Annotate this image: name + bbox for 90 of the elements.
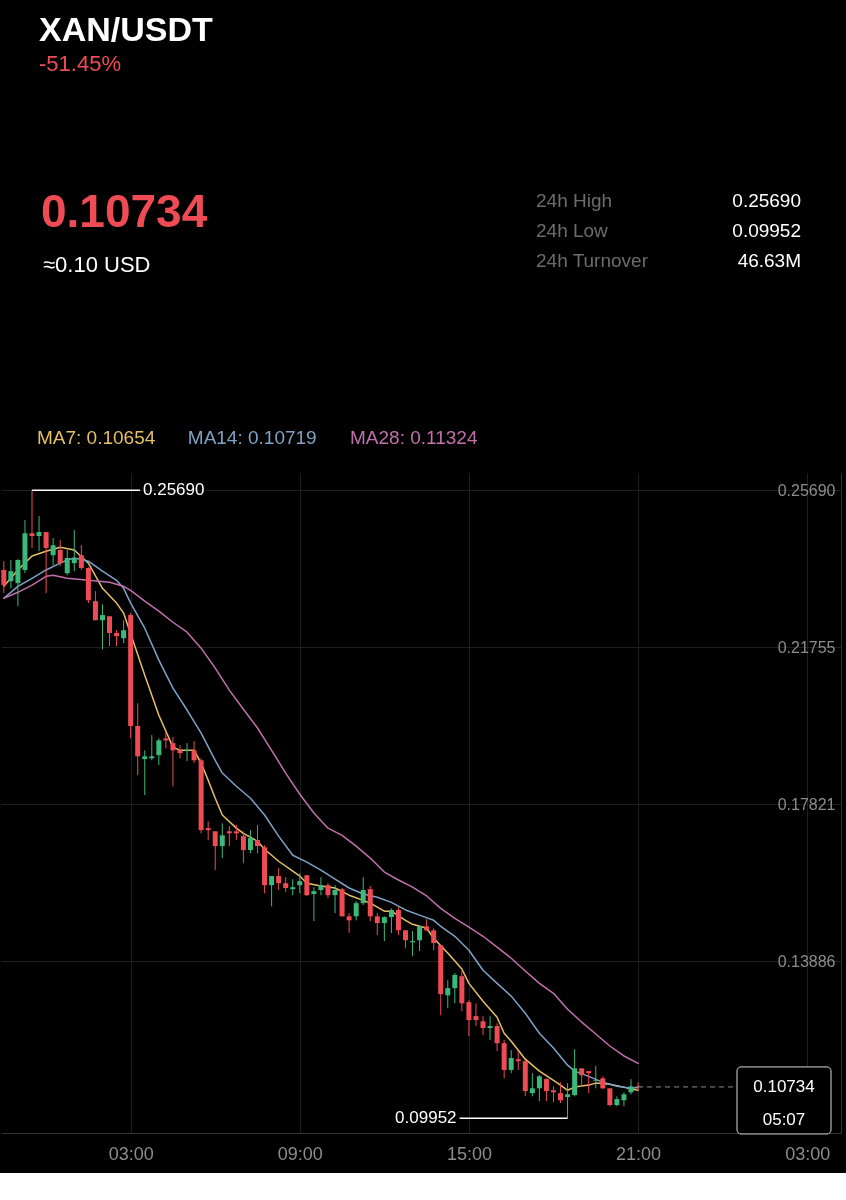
candlestick [170,736,176,787]
candlestick [515,1050,521,1071]
candlestick [149,734,155,761]
candlestick [318,876,324,896]
x-tick-label: 21:00 [616,1143,662,1164]
y-tick-label: 0.13886 [777,952,836,970]
candlestick [431,927,437,951]
x-tick-label: 15:00 [446,1143,492,1164]
y-tick-label: 0.25690 [777,481,836,499]
candlestick [529,1072,535,1097]
text: 0.10734 [41,185,208,237]
candlestick [219,822,225,859]
ref-line-label: 0.10734 [753,1076,815,1096]
candlestick [536,1074,542,1102]
candlestick [480,1015,486,1036]
candlestick [184,742,190,762]
candlestick [346,912,352,934]
candlestick [586,1070,592,1094]
candlestick [487,1015,493,1041]
candlestick [593,1065,599,1089]
text: 0.09952 [732,220,801,241]
x-tick-label: 09:00 [277,1143,323,1164]
candlestick [508,1049,514,1074]
text: ≈0.10 USD [43,252,151,277]
annotation: 0.25690 [143,480,205,500]
text: MA7: 0.10654 [37,427,156,448]
candlestick [142,749,148,796]
candlestick [92,590,98,621]
candlestick [107,615,113,647]
text: MA14: 0.10719 [187,427,317,448]
candlestick [99,603,105,650]
candlestick [445,979,451,1009]
candlestick [1,560,7,594]
candlestick [121,619,127,644]
candlestick [43,531,49,594]
candlestick [29,489,35,549]
candlestick [36,515,42,552]
candlestick [543,1077,549,1102]
candlestick [452,972,458,1004]
candlestick [311,886,317,922]
candlestick [565,1082,571,1119]
text: 24h Low [536,220,609,241]
text: 24h High [536,190,613,211]
candlestick [71,529,77,572]
candlestick [304,874,310,897]
candlestick [163,731,169,749]
annotation: 0.09952 [395,1108,457,1128]
candlestick [8,559,14,589]
text: 46.63M [737,250,801,271]
candlestick [255,824,261,854]
annotation: 05:07 [762,1109,806,1129]
candlestick [64,549,70,576]
chart-subtitle: -51.45% [39,51,121,76]
candlestick [212,830,218,871]
candlestick [297,872,303,894]
candlestick [50,537,56,566]
candlestick [621,1091,627,1107]
candlestick [156,737,162,766]
candlestick [360,876,366,906]
y-tick-label: 0.21755 [777,638,836,656]
candlestick [395,906,401,936]
candlestick [191,740,197,764]
candlestick [276,867,282,891]
candlestick [240,830,246,864]
candlestick [269,875,275,907]
candlestick [332,884,338,914]
candlestick [247,829,253,854]
candlestick [466,999,472,1037]
candlestick [205,820,211,841]
candlestick [473,1002,479,1027]
text: MA28: 0.11324 [350,427,478,448]
candlestick [374,912,380,936]
candlestick [558,1081,564,1104]
y-tick-label: 0.17821 [777,795,836,813]
text: 0.25690 [732,190,801,211]
candlestick [57,539,63,567]
candlestick [628,1078,634,1095]
candlestick [177,744,183,759]
chart-title: XAN/USDT [39,10,214,48]
candlestick [381,915,387,942]
x-tick-label: 03:00 [108,1143,154,1164]
candlestick [78,544,84,571]
candlestick [417,924,423,952]
candlestick [388,907,394,934]
candlestick [15,558,21,607]
candlestick [226,825,232,847]
text: 24h Turnover [536,250,649,271]
x-tick-label: 03:00 [785,1143,831,1164]
candlestick [353,900,359,921]
candlestick [494,1022,500,1052]
